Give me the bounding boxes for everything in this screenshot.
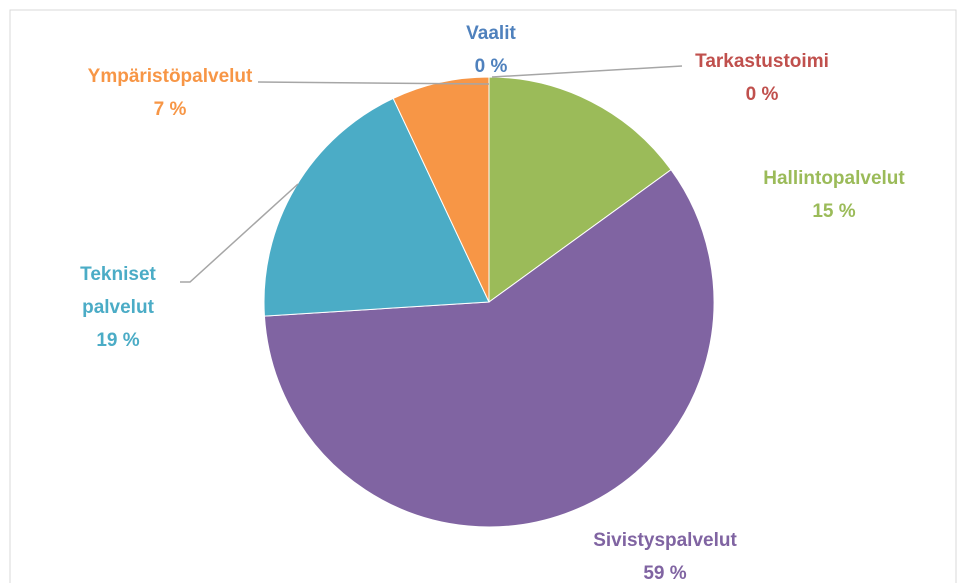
value-label: 15 % [812, 201, 856, 222]
data-label: Hallintopalvelut 15 % [763, 162, 904, 228]
category-label: Sivistyspalvelut [593, 530, 737, 551]
category-label: Ympäristöpalvelut [87, 66, 253, 87]
data-label: Sivistyspalvelut 59 % [593, 524, 737, 583]
pie-slice [263, 169, 715, 528]
value-label: 7 % [153, 99, 187, 120]
pie-slice [488, 76, 672, 303]
value-label: 0 % [474, 56, 508, 77]
pie-slice [263, 97, 490, 317]
value-label: 19 % [96, 330, 140, 351]
leader-line [257, 81, 490, 85]
value-label: 59 % [643, 563, 687, 583]
data-label: Vaalit 0 % [466, 17, 516, 83]
value-label: 0 % [745, 84, 779, 105]
pie [263, 76, 715, 528]
data-label: Ympäristöpalvelut 7 % [88, 60, 253, 126]
leader-line [180, 183, 299, 283]
pie-slice [392, 76, 490, 303]
data-label: Tekniset palvelut 19 % [63, 258, 173, 357]
category-label: Tekniset palvelut [80, 264, 156, 318]
leader-line [491, 65, 683, 78]
category-label: Vaalit [466, 23, 516, 44]
chart-frame [9, 9, 957, 583]
category-label: Hallintopalvelut [763, 168, 905, 189]
data-label: Tarkastustoimi 0 % [695, 45, 829, 111]
category-label: Tarkastustoimi [695, 51, 829, 72]
